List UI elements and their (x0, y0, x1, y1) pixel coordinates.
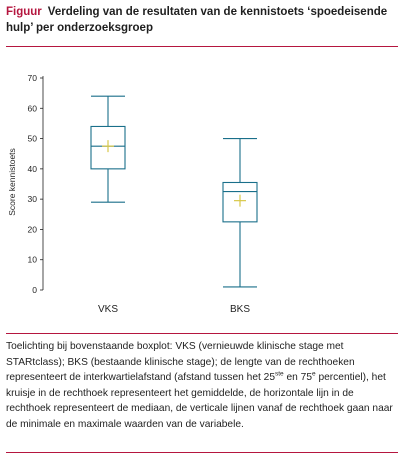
y-tick-label: 60 (28, 103, 38, 113)
y-axis-label: Score kennistoets (7, 148, 17, 216)
x-category-label: VKS (98, 304, 118, 315)
box-vks (90, 95, 126, 203)
figure-caption: Toelichting bij bovenstaande boxplot: VK… (6, 339, 401, 433)
y-tick-label: 10 (28, 255, 38, 265)
caption-part-1: Toelichting bij bovenstaande boxplot: VK… (6, 341, 355, 384)
y-tick-label: 20 (28, 224, 38, 234)
caption-rule (6, 333, 398, 334)
axis-layer: 0 10 20 30 40 50 60 70 Score kennistoets VKS BKS (7, 73, 250, 315)
caption-sup-1: ste (275, 370, 284, 378)
y-tick-label: 40 (28, 164, 38, 174)
y-tick-label: 0 (32, 285, 37, 295)
x-category-label: BKS (230, 304, 250, 315)
y-tick-label: 50 (28, 134, 38, 144)
boxes-layer (90, 95, 258, 288)
footer-rule (6, 452, 398, 453)
boxplot-chart: 0 10 20 30 40 50 60 70 Score kennistoets VKS BKS (7, 73, 258, 315)
box-bks (222, 138, 258, 288)
header-rule (6, 46, 398, 47)
figure-label: Figuur (6, 6, 42, 18)
caption-part-3: percentiel), het kruisje in de rechthoek… (6, 372, 393, 430)
figure-header: Figuur Verdeling van de resultaten van de… (6, 4, 401, 36)
y-tick-label: 70 (28, 73, 38, 83)
caption-sup-2: e (312, 370, 316, 378)
y-tick-label: 30 (28, 194, 38, 204)
caption-part-2: en 75 (283, 372, 313, 384)
figure-title: Verdeling van de resultaten van de kenni… (6, 6, 388, 34)
